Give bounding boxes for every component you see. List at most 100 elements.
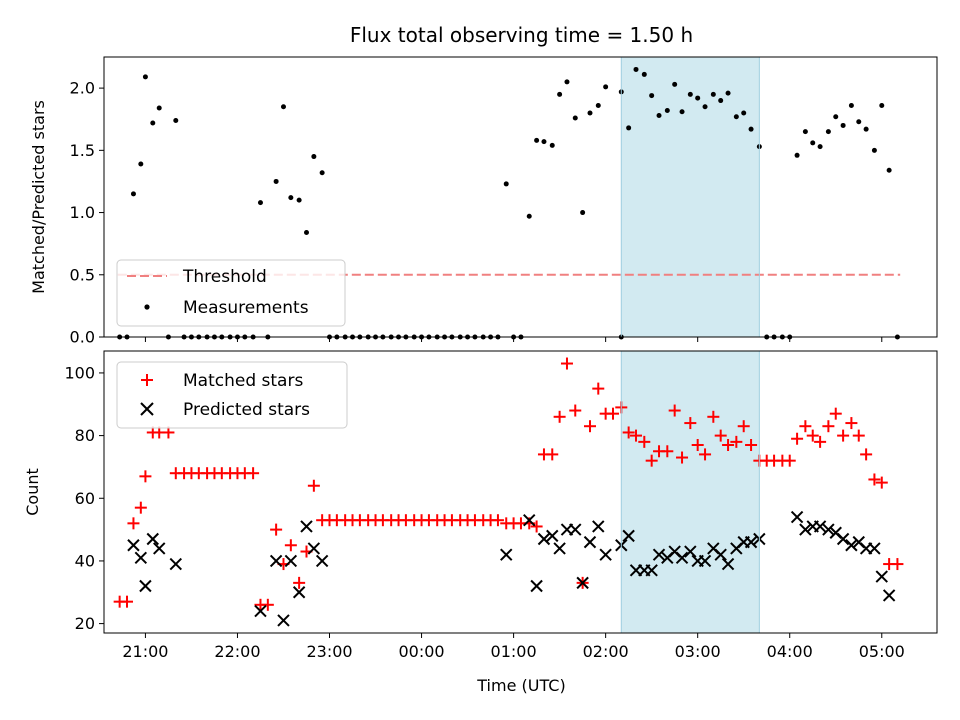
measurement-point bbox=[156, 105, 162, 111]
matched-star-marker bbox=[806, 429, 819, 442]
predicted-star-marker bbox=[277, 614, 290, 627]
predicted-star-marker bbox=[652, 548, 666, 561]
measurement-point bbox=[273, 178, 279, 184]
matched-star-marker bbox=[270, 523, 283, 536]
measurement-point bbox=[733, 114, 739, 120]
measurement-point bbox=[687, 91, 693, 97]
predicted-star-marker bbox=[153, 542, 166, 555]
predicted-star-marker bbox=[523, 513, 536, 527]
matched-star-marker bbox=[868, 473, 881, 486]
bottom-legend: Matched stars Predicted stars bbox=[116, 361, 348, 429]
top-x-ticks bbox=[144, 337, 883, 342]
top-y-ticks: 0.0 0.5 1.0 1.5 2.0 bbox=[70, 79, 104, 347]
matched-star-markers bbox=[113, 357, 904, 611]
measurement-point bbox=[288, 195, 294, 201]
matched-star-marker bbox=[630, 429, 643, 442]
matched-star-marker bbox=[707, 410, 720, 423]
y-tick-label: 1.0 bbox=[70, 203, 95, 222]
measurement-point bbox=[802, 129, 808, 135]
matched-star-marker bbox=[569, 404, 582, 417]
measurement-point bbox=[695, 95, 701, 101]
measurement-point bbox=[296, 197, 302, 203]
chart-title: Flux total observing time = 1.50 h bbox=[350, 23, 693, 47]
matched-star-marker bbox=[134, 501, 147, 514]
measurement-point bbox=[595, 103, 601, 109]
y-tick-label: 1.5 bbox=[70, 141, 95, 160]
measurement-point bbox=[879, 103, 885, 109]
measurement-point bbox=[549, 142, 555, 148]
measurement-point bbox=[541, 139, 547, 145]
predicted-star-marker bbox=[813, 520, 827, 533]
matched-star-marker bbox=[684, 417, 697, 430]
measurement-point bbox=[572, 115, 578, 121]
x-tick-label: 21:00 bbox=[122, 642, 168, 661]
predicted-star-marker bbox=[576, 576, 589, 590]
matched-star-marker bbox=[691, 439, 704, 451]
measurement-point bbox=[580, 210, 586, 216]
legend-threshold-label: Threshold bbox=[182, 267, 267, 287]
matched-star-marker bbox=[491, 514, 504, 527]
measurement-point bbox=[856, 119, 862, 125]
predicted-star-marker bbox=[836, 532, 850, 546]
matched-star-marker bbox=[852, 429, 865, 442]
predicted-star-marker bbox=[269, 554, 283, 568]
matched-star-marker bbox=[737, 420, 750, 433]
predicted-star-marker bbox=[169, 557, 183, 571]
top-legend-box bbox=[116, 259, 346, 327]
predicted-star-marker bbox=[868, 542, 881, 555]
matched-star-marker bbox=[714, 429, 727, 442]
measurement-point bbox=[817, 144, 823, 150]
measurement-point bbox=[311, 154, 317, 160]
y-tick-label: 20 bbox=[75, 614, 95, 633]
x-tick-label: 00:00 bbox=[398, 642, 444, 661]
measurement-point bbox=[748, 126, 754, 132]
predicted-star-marker bbox=[698, 554, 712, 568]
predicted-star-marker bbox=[134, 551, 148, 565]
measurement-point bbox=[641, 71, 647, 77]
measurement-points bbox=[117, 66, 900, 340]
measurement-point bbox=[702, 104, 708, 110]
bottom-panel-frame bbox=[103, 350, 938, 634]
matched-star-marker bbox=[668, 404, 681, 417]
predicted-star-marker bbox=[139, 579, 152, 593]
predicted-star-marker bbox=[684, 545, 697, 558]
y-tick-label: 40 bbox=[75, 551, 95, 570]
predicted-star-marker bbox=[315, 554, 329, 568]
legend-predicted-swatch bbox=[140, 402, 154, 416]
matched-star-marker bbox=[293, 576, 306, 589]
x-tick-label: 03:00 bbox=[675, 642, 721, 661]
measurement-point bbox=[150, 120, 156, 126]
predicted-star-marker bbox=[822, 523, 835, 536]
predicted-star-marker bbox=[675, 551, 689, 565]
measurement-point bbox=[794, 152, 800, 158]
measurement-point bbox=[871, 147, 877, 153]
x-axis-label: Time (UTC) bbox=[476, 676, 565, 695]
x-tick-label: 01:00 bbox=[491, 642, 537, 661]
matched-star-marker bbox=[607, 407, 620, 420]
measurement-point bbox=[833, 114, 839, 120]
predicted-star-marker bbox=[146, 532, 159, 546]
matched-star-marker bbox=[783, 454, 796, 467]
y-tick-label: 0.0 bbox=[70, 328, 95, 347]
measurement-point bbox=[810, 140, 816, 146]
predicted-star-marker bbox=[569, 523, 582, 536]
matched-star-marker bbox=[837, 429, 850, 442]
bottom-legend-box bbox=[116, 361, 348, 429]
matched-star-marker bbox=[261, 598, 274, 611]
y-tick-label: 60 bbox=[75, 489, 95, 508]
matched-star-marker bbox=[247, 467, 260, 480]
measurement-point bbox=[710, 91, 716, 97]
predicted-star-marker bbox=[714, 548, 727, 561]
measurement-point bbox=[557, 91, 563, 97]
predicted-star-marker bbox=[537, 532, 551, 546]
matched-star-marker bbox=[799, 420, 812, 433]
predicted-star-marker bbox=[882, 589, 896, 602]
y-tick-label: 100 bbox=[64, 363, 95, 382]
matched-star-marker bbox=[699, 448, 712, 461]
matched-star-marker bbox=[745, 439, 758, 451]
measurement-point bbox=[741, 110, 747, 116]
matched-star-marker bbox=[661, 445, 674, 458]
measurement-point bbox=[633, 66, 639, 72]
measurement-point bbox=[863, 126, 869, 132]
predicted-star-markers bbox=[127, 510, 896, 627]
